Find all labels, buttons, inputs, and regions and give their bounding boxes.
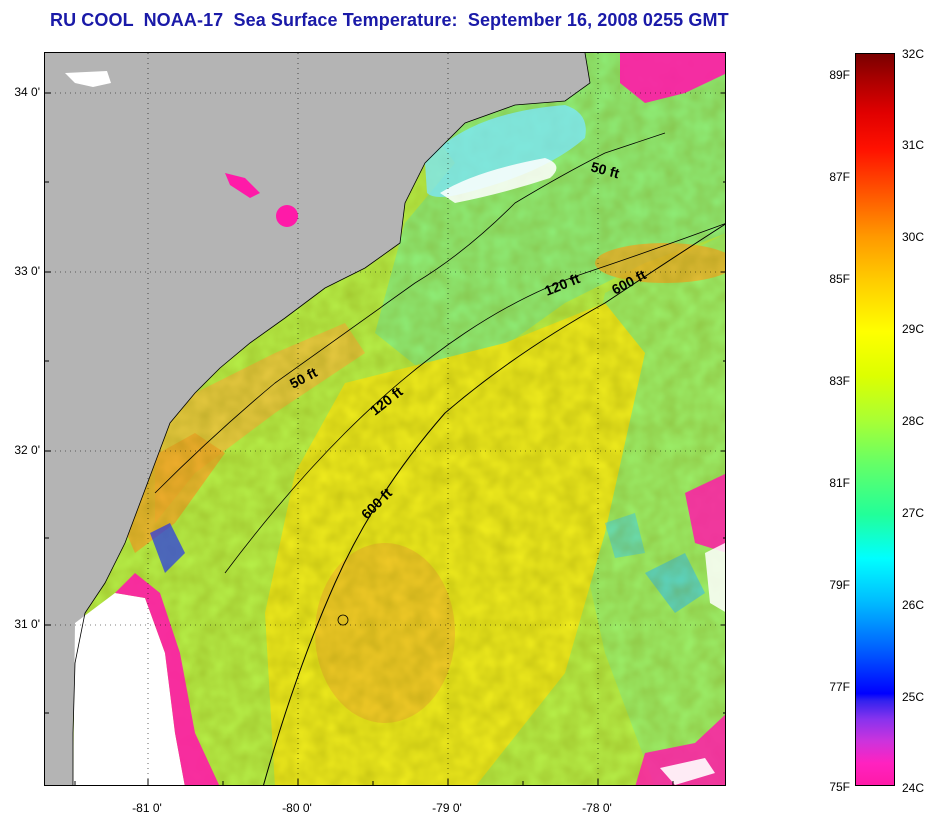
colorbar-f-77: 77F — [829, 680, 850, 694]
lon-label-81: -81 0' — [132, 801, 162, 815]
lat-label-33: 33 0' — [14, 264, 40, 278]
colorbar-c-24: 24C — [902, 781, 925, 795]
lat-label-32: 32 0' — [14, 443, 40, 457]
contour-50ft — [154, 132, 666, 494]
lon-label-80: -80 0' — [282, 801, 312, 815]
lon-label-78: -78 0' — [582, 801, 612, 815]
temperature-colorbar — [855, 53, 895, 786]
cloud-ne — [620, 53, 725, 103]
lat-label-34: 34 0' — [14, 85, 40, 99]
graticule — [45, 53, 725, 785]
colorbar-f-81: 81F — [829, 476, 850, 490]
colorbar-f-75: 75F — [829, 780, 850, 794]
colorbar-c-28: 28C — [902, 414, 925, 428]
colorbar-c-25: 25C — [902, 690, 925, 704]
colorbar-f-87: 87F — [829, 170, 850, 184]
coastline — [72, 53, 591, 785]
colorbar-f-79: 79F — [829, 578, 850, 592]
colorbar-f-83: 83F — [829, 374, 850, 388]
colorbar-c-29: 29C — [902, 322, 925, 336]
colorbar-c-27: 27C — [902, 506, 925, 520]
lat-label-31: 31 0' — [14, 617, 40, 631]
colorbar-c-26: 26C — [902, 598, 925, 612]
contour-600ft — [263, 223, 725, 785]
inland-spot — [276, 205, 298, 227]
sst-map: 50 ft 50 ft 120 ft 120 ft 600 ft 600 ft — [44, 52, 726, 786]
colorbar-f-89: 89F — [829, 68, 850, 82]
colorbar-f-85: 85F — [829, 272, 850, 286]
colorbar-c-31: 31C — [902, 138, 925, 152]
contour-120ft — [224, 223, 725, 574]
map-canvas: 50 ft 50 ft 120 ft 120 ft 600 ft 600 ft — [45, 53, 725, 785]
cloud-sw — [73, 593, 185, 785]
colorbar-c-32: 32C — [902, 47, 925, 61]
contour-label-50ft-north: 50 ft — [589, 158, 621, 181]
lon-label-79: -79 0' — [432, 801, 462, 815]
colorbar-c-30: 30C — [902, 230, 925, 244]
page-title: RU COOL NOAA-17 Sea Surface Temperature:… — [50, 10, 729, 30]
land-mass — [45, 53, 590, 785]
